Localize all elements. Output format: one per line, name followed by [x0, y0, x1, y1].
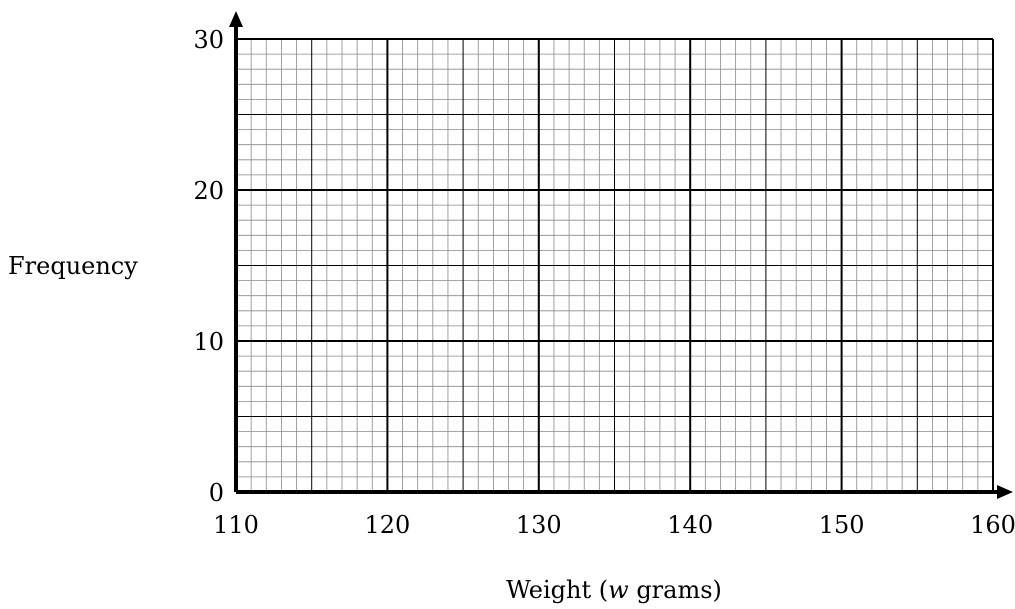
- x-tick-label: 130: [516, 511, 562, 539]
- x-axis-title: Weight (w grams): [506, 576, 722, 604]
- x-tick-label: 150: [819, 511, 865, 539]
- x-axis-title-prefix: Weight (: [506, 576, 608, 604]
- y-axis-title: Frequency: [8, 252, 138, 280]
- x-tick-label: 140: [667, 511, 713, 539]
- mid-grid: [236, 39, 993, 492]
- y-tick-labels: 0 10 20 30: [193, 26, 224, 507]
- x-axis-arrowhead: [997, 485, 1013, 499]
- y-tick-label: 30: [193, 26, 224, 54]
- x-axis-title-variable: w: [608, 576, 629, 604]
- y-axis-arrowhead: [229, 11, 243, 27]
- y-tick-label: 20: [193, 177, 224, 205]
- axes: [229, 11, 1013, 499]
- x-tick-label: 110: [213, 511, 259, 539]
- x-tick-label: 120: [364, 511, 410, 539]
- x-tick-labels: 110 120 130 140 150 160: [213, 511, 1015, 539]
- y-tick-label: 0: [209, 479, 224, 507]
- x-tick-label: 160: [970, 511, 1015, 539]
- y-tick-label: 10: [193, 328, 224, 356]
- x-axis-title-suffix: grams): [629, 576, 722, 604]
